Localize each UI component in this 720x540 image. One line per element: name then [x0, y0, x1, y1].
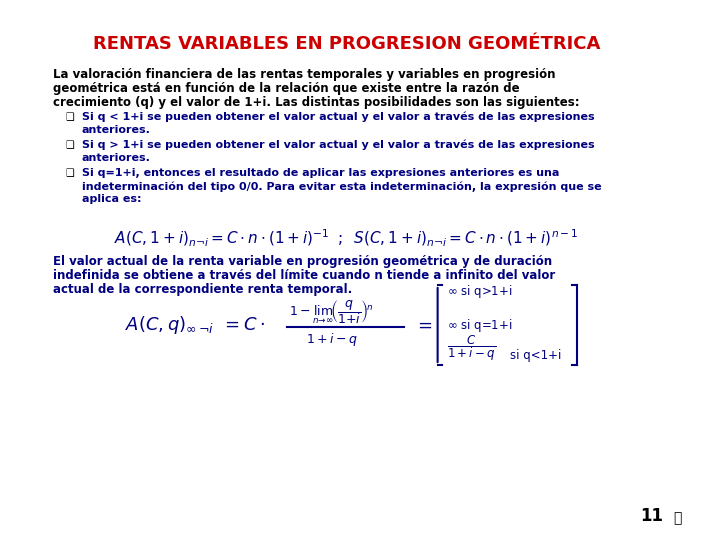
Text: $\infty$ si q>1+i: $\infty$ si q>1+i: [447, 284, 513, 300]
Text: crecimiento (q) y el valor de 1+i. Las distintas posibilidades son las siguiente: crecimiento (q) y el valor de 1+i. Las d…: [53, 96, 580, 109]
Text: actual de la correspondiente renta temporal.: actual de la correspondiente renta tempo…: [53, 283, 352, 296]
Text: ❑: ❑: [66, 112, 74, 122]
Text: geométrica está en función de la relación que existe entre la razón de: geométrica está en función de la relació…: [53, 82, 520, 95]
Text: $1+i-q$: $1+i-q$: [306, 332, 358, 348]
Text: Si q < 1+i se pueden obtener el valor actual y el valor a través de las expresio: Si q < 1+i se pueden obtener el valor ac…: [82, 112, 595, 123]
Text: ❑: ❑: [66, 168, 74, 178]
Text: anteriores.: anteriores.: [82, 153, 150, 163]
Text: indefinida se obtiene a través del límite cuando n tiende a infinito del valor: indefinida se obtiene a través del límit…: [53, 269, 555, 282]
Text: $\dfrac{C}{1+i-q}$: $\dfrac{C}{1+i-q}$: [447, 333, 496, 363]
Text: $A(C,1+i)_{n\neg i} = C \cdot n \cdot (1+i)^{-1}$$\;\;;\;\;$$S(C,1+i)_{n\neg i} : $A(C,1+i)_{n\neg i} = C \cdot n \cdot (1…: [114, 228, 579, 249]
Text: $A(C,q)_{\infty\,\neg i}$: $A(C,q)_{\infty\,\neg i}$: [125, 314, 215, 336]
Text: La valoración financiera de las rentas temporales y variables en progresión: La valoración financiera de las rentas t…: [53, 68, 555, 81]
Text: El valor actual de la renta variable en progresión geométrica y de duración: El valor actual de la renta variable en …: [53, 255, 552, 268]
Text: $= C \cdot$: $= C \cdot$: [221, 316, 265, 334]
Text: si q<1+i: si q<1+i: [510, 349, 561, 362]
Text: Si q=1+i, entonces el resultado de aplicar las expresiones anteriores es una: Si q=1+i, entonces el resultado de aplic…: [82, 168, 559, 178]
Text: 11: 11: [641, 507, 664, 525]
Text: anteriores.: anteriores.: [82, 125, 150, 135]
Text: indeterminación del tipo 0/0. Para evitar esta indeterminación, la expresión que: indeterminación del tipo 0/0. Para evita…: [82, 181, 601, 192]
Text: aplica es:: aplica es:: [82, 194, 141, 204]
Text: 🔊: 🔊: [673, 511, 682, 525]
Text: RENTAS VARIABLES EN PROGRESION GEOMÉTRICA: RENTAS VARIABLES EN PROGRESION GEOMÉTRIC…: [93, 35, 600, 53]
Text: Si q > 1+i se pueden obtener el valor actual y el valor a través de las expresio: Si q > 1+i se pueden obtener el valor ac…: [82, 140, 595, 151]
Text: $1 - \lim_{n\to\infty}\!\left(\dfrac{q}{1+i}\right)^{\!n}$: $1 - \lim_{n\to\infty}\!\left(\dfrac{q}{…: [289, 298, 373, 326]
Text: $\infty$ si q=1+i: $\infty$ si q=1+i: [447, 316, 513, 334]
Text: $=$: $=$: [413, 316, 432, 334]
Text: ❑: ❑: [66, 140, 74, 150]
